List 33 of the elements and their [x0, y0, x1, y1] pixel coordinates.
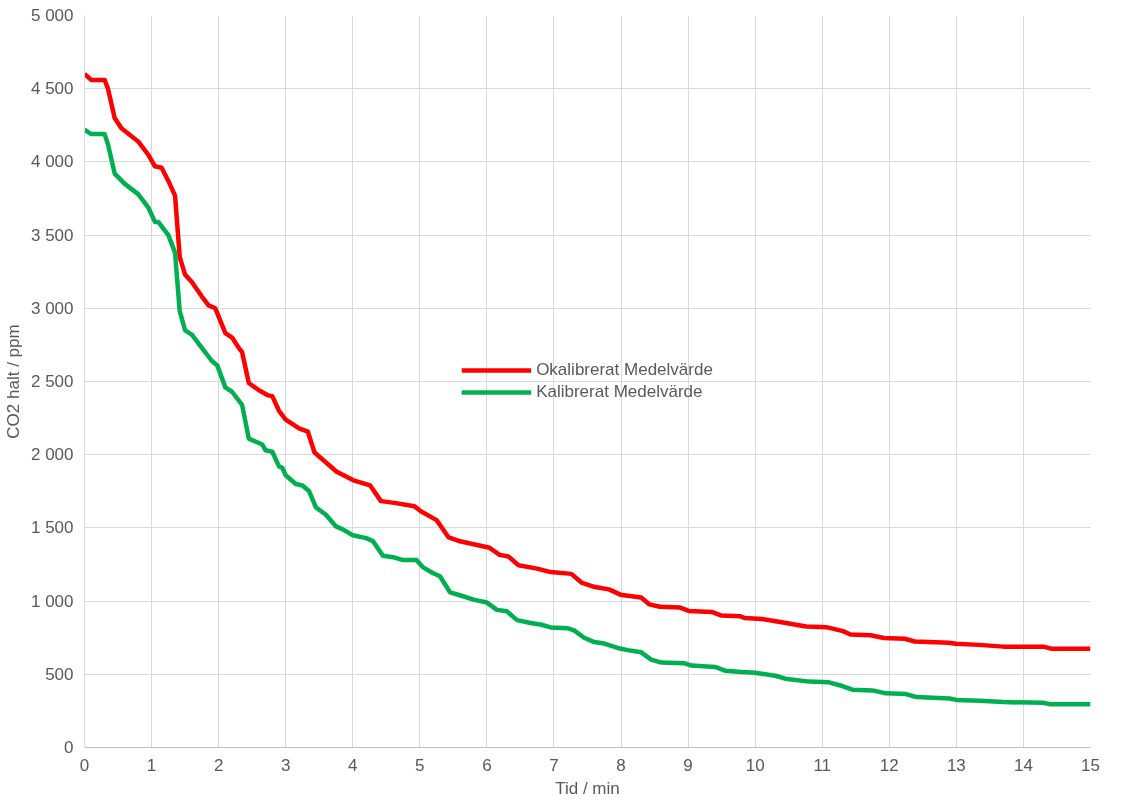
x-tick-label: 13: [946, 755, 966, 775]
y-tick-label: 2 000: [30, 445, 74, 465]
y-tick-label: 3 500: [30, 225, 74, 245]
y-tick-label: 4 500: [30, 79, 74, 99]
x-tick-label: 9: [683, 755, 693, 775]
y-tick-label: 4 000: [30, 152, 74, 172]
y-tick-label: 2 500: [30, 372, 74, 391]
x-tick-label: 8: [616, 755, 626, 775]
x-tick-label: 11: [813, 755, 832, 775]
x-axis-title: Tid / min: [555, 778, 620, 798]
y-axis-title: CO2 halt / ppm: [3, 324, 23, 439]
legend-label: Okalibrerat Medelvärde: [536, 360, 713, 380]
x-tick-label: 0: [79, 755, 90, 775]
y-tick-label: 0: [64, 738, 74, 757]
line-series: [84, 71, 1091, 651]
x-tick-label: 3: [280, 755, 291, 775]
line-series: [84, 127, 1091, 707]
y-tick-label: 3 000: [30, 298, 74, 318]
x-tick-label: 15: [1081, 755, 1100, 775]
x-tick-label: 7: [549, 755, 559, 775]
x-tick-label: 2: [213, 755, 224, 775]
y-tick-label: 500: [45, 664, 74, 684]
x-tick-label: 12: [879, 755, 899, 775]
x-tick-label: 6: [482, 755, 492, 775]
x-tick-label: 1: [146, 755, 157, 775]
x-tick-label: 4: [348, 755, 358, 775]
y-tick-label: 5 000: [30, 6, 74, 25]
x-tick-label: 5: [415, 755, 425, 775]
y-tick-label: 1 000: [30, 591, 74, 611]
legend-label: Kalibrerat Medelvärde: [536, 382, 703, 402]
x-tick-label: 14: [1013, 755, 1033, 775]
x-tick-label: 10: [745, 755, 765, 775]
y-tick-label: 1 500: [30, 518, 74, 538]
